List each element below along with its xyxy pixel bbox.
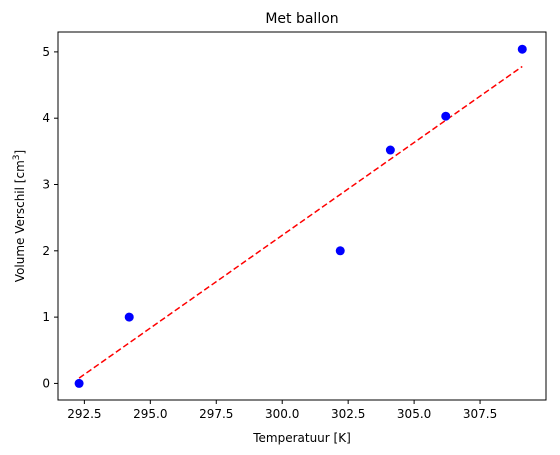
y-tick-label: 1 [42,310,50,324]
data-point [74,378,84,388]
plot-frame [57,31,547,401]
y-axis-label-main: Volume Verschil [cm [13,160,27,282]
y-axis-label-superscript: 3 [12,155,22,161]
chart-title: Met ballon [265,11,338,27]
fit-line [78,65,523,379]
y-axis-label: Volume Verschil [cm3] [12,150,27,282]
y-tick-label: 2 [42,244,50,258]
y-axis: 0 1 2 3 4 5 [42,45,58,390]
x-tick-label: 292.5 [67,407,101,421]
data-point [385,145,395,155]
x-axis: 292.5 295.0 297.5 300.0 302.5 305.0 307.5 [67,400,497,421]
y-axis-label-end: ] [13,150,27,155]
y-tick-label: 0 [42,376,50,390]
fit-line-layer [78,65,523,379]
data-point [517,44,527,54]
x-tick-label: 305.0 [397,407,431,421]
y-tick-label: 4 [42,111,50,125]
y-tick-label: 5 [42,45,50,59]
x-tick-label: 295.0 [133,407,167,421]
data-point [335,246,345,256]
x-tick-label: 297.5 [199,407,233,421]
data-point [441,111,451,121]
x-tick-label: 307.5 [463,407,497,421]
x-axis-label: Temperatuur [K] [252,431,351,445]
data-point [124,312,134,322]
x-tick-label: 300.0 [265,407,299,421]
y-tick-label: 3 [42,178,50,192]
x-tick-label: 302.5 [331,407,365,421]
data-points-layer [74,44,527,388]
